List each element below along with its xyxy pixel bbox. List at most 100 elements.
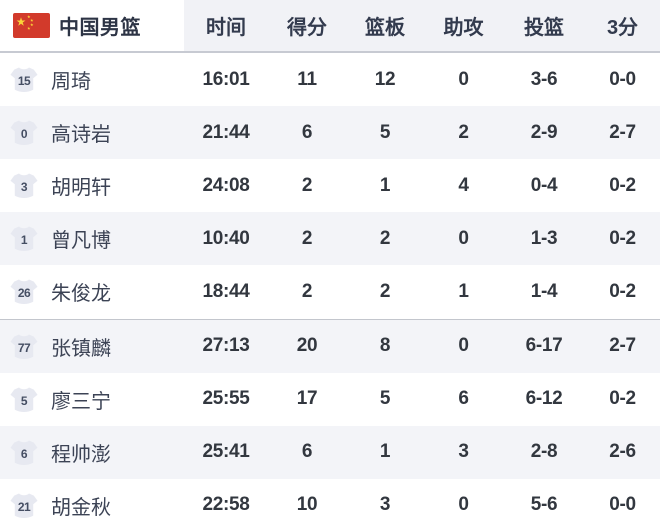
stat-field-goals: 0-4 <box>530 174 558 196</box>
stat-field-goals: 5-6 <box>530 494 558 516</box>
jersey-number: 26 <box>17 286 31 301</box>
stat-three-points: 0-0 <box>609 68 636 90</box>
player-row[interactable]: 77 张镇麟 27:13 20 8 0 6-17 2-7 <box>0 318 660 373</box>
stat-rebounds: 1 <box>379 441 391 463</box>
stat-points: 2 <box>301 174 313 196</box>
stat-points: 6 <box>301 441 313 463</box>
column-header-time: 时间 <box>184 0 268 51</box>
stat-time: 24:08 <box>202 174 250 196</box>
player-row[interactable]: 5 廖三宁 25:55 17 5 6 6-12 0-2 <box>0 372 660 426</box>
stat-three-points: 0-2 <box>609 388 636 410</box>
player-row[interactable]: 15 周琦 16:01 11 12 0 3-6 0-0 <box>0 53 660 107</box>
player-name: 程帅澎 <box>51 443 111 466</box>
stat-time: 18:44 <box>202 280 250 302</box>
stat-points: 17 <box>296 388 318 410</box>
stat-assists: 0 <box>458 227 469 249</box>
stat-three-points: 0-2 <box>609 280 636 302</box>
stat-time: 27:13 <box>202 335 250 357</box>
stat-three-points: 2-6 <box>609 441 636 463</box>
jersey-number-badge: 5 <box>10 386 38 413</box>
jersey-number-badge: 26 <box>10 278 38 305</box>
stat-three-points: 2-7 <box>609 121 636 143</box>
stat-assists: 0 <box>458 494 469 516</box>
player-cell: 0 高诗岩 <box>0 118 184 147</box>
column-header-rebounds: 篮板 <box>346 0 424 51</box>
stat-time: 22:58 <box>202 494 250 516</box>
jersey-number: 77 <box>17 340 31 355</box>
stat-points: 2 <box>301 280 313 302</box>
stat-field-goals: 2-8 <box>530 441 558 463</box>
player-name: 张镇麟 <box>51 337 111 360</box>
stat-field-goals: 3-6 <box>530 68 558 90</box>
stat-points: 20 <box>296 335 318 357</box>
column-header-assists: 助攻 <box>424 0 503 51</box>
jersey-number-badge: 15 <box>10 66 38 93</box>
stat-rebounds: 1 <box>379 174 391 196</box>
jersey-number: 6 <box>20 446 28 461</box>
column-header-points: 得分 <box>268 0 346 51</box>
stat-assists: 2 <box>458 121 469 143</box>
stat-assists: 0 <box>458 335 469 357</box>
player-cell: 15 周琦 <box>0 65 184 94</box>
player-name: 廖三宁 <box>51 390 111 413</box>
jersey-number: 0 <box>20 127 28 142</box>
team-name: 中国男篮 <box>59 17 141 39</box>
jersey-icon <box>10 67 38 93</box>
player-cell: 26 朱俊龙 <box>0 277 184 306</box>
stat-field-goals: 2-9 <box>530 121 558 143</box>
column-header-three-points: 3分 <box>585 0 660 51</box>
player-rows: 15 周琦 16:01 11 12 0 3-6 0-0 0 高诗岩 <box>0 53 660 532</box>
jersey-icon <box>10 279 38 305</box>
player-name: 朱俊龙 <box>51 283 111 306</box>
team-header: 中国男篮 <box>0 0 184 51</box>
stat-assists: 6 <box>458 388 469 410</box>
stat-time: 21:44 <box>202 121 250 143</box>
player-row[interactable]: 1 曾凡博 10:40 2 2 0 1-3 0-2 <box>0 212 660 266</box>
player-cell: 21 胡金秋 <box>0 491 184 520</box>
column-header-field-goals: 投篮 <box>503 0 585 51</box>
stat-assists: 1 <box>458 280 469 302</box>
stat-time: 25:55 <box>202 388 250 410</box>
stat-assists: 4 <box>458 174 469 196</box>
player-name: 胡明轩 <box>51 177 111 200</box>
table-header: 中国男篮 时间 得分 篮板 助攻 投篮 3分 <box>0 0 660 53</box>
jersey-icon <box>10 440 38 465</box>
stat-points: 11 <box>297 68 317 90</box>
jersey-number-badge: 1 <box>10 225 38 252</box>
jersey-icon <box>10 334 38 359</box>
jersey-number: 5 <box>20 393 28 408</box>
player-name: 周琦 <box>51 71 91 94</box>
china-flag-icon <box>13 13 50 38</box>
stat-three-points: 0-0 <box>609 494 636 516</box>
stat-assists: 3 <box>458 441 469 463</box>
player-cell: 6 程帅澎 <box>0 438 184 467</box>
stat-rebounds: 8 <box>379 335 391 357</box>
stat-three-points: 0-2 <box>609 227 636 249</box>
jersey-icon <box>10 493 38 518</box>
jersey-number-badge: 0 <box>10 119 38 146</box>
player-row[interactable]: 26 朱俊龙 18:44 2 2 1 1-4 0-2 <box>0 265 660 319</box>
jersey-number-badge: 77 <box>10 333 38 360</box>
player-name: 曾凡博 <box>51 230 111 253</box>
jersey-icon <box>10 120 38 146</box>
player-row[interactable]: 3 胡明轩 24:08 2 1 4 0-4 0-2 <box>0 159 660 213</box>
stat-field-goals: 6-12 <box>525 388 563 410</box>
player-cell: 3 胡明轩 <box>0 171 184 200</box>
jersey-number-badge: 21 <box>10 492 38 519</box>
jersey-number: 15 <box>17 74 31 89</box>
player-row[interactable]: 0 高诗岩 21:44 6 5 2 2-9 2-7 <box>0 106 660 160</box>
stat-three-points: 2-7 <box>609 335 636 357</box>
stat-rebounds: 5 <box>379 388 391 410</box>
player-row[interactable]: 21 胡金秋 22:58 10 3 0 5-6 0-0 <box>0 478 660 532</box>
jersey-number: 1 <box>20 233 28 248</box>
stat-field-goals: 1-4 <box>530 280 558 302</box>
player-cell: 1 曾凡博 <box>0 224 184 253</box>
jersey-icon <box>10 226 38 252</box>
stat-points: 10 <box>296 494 318 516</box>
stat-points: 6 <box>301 121 313 143</box>
stat-rebounds: 12 <box>374 68 396 90</box>
jersey-number-badge: 3 <box>10 172 38 199</box>
player-row[interactable]: 6 程帅澎 25:41 6 1 3 2-8 2-6 <box>0 425 660 479</box>
stat-three-points: 0-2 <box>609 174 636 196</box>
